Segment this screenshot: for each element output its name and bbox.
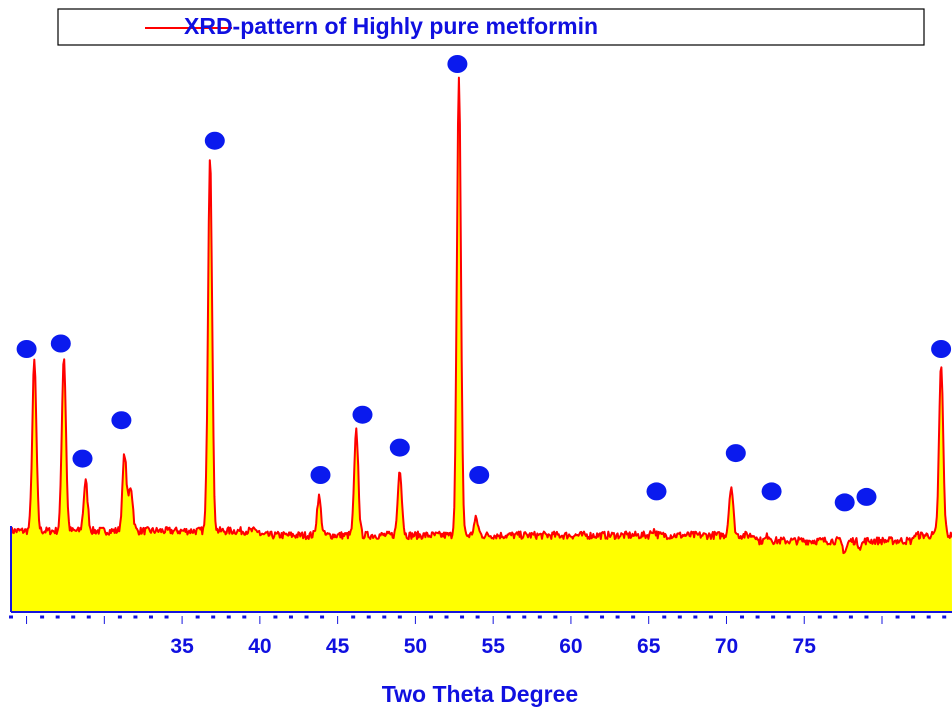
- peak-marker: [725, 444, 746, 463]
- peak-marker: [856, 487, 877, 506]
- x-axis: 35 40 45 50 55 60 65 70 75: [9, 526, 952, 658]
- x-axis-title: Two Theta Degree: [382, 681, 578, 707]
- plot-area: [10, 55, 952, 613]
- legend: XRD-pattern of Highly pure metformin: [57, 8, 925, 46]
- x-tick-label: 65: [637, 635, 661, 658]
- peak-marker: [389, 438, 410, 457]
- peak-marker: [72, 449, 93, 468]
- x-tick-label: 35: [170, 635, 194, 658]
- peak-marker: [469, 466, 490, 484]
- peak-marker: [310, 466, 331, 484]
- x-tick-label: 50: [404, 635, 427, 658]
- x-tick-label: 75: [793, 635, 817, 658]
- peak-marker: [931, 340, 952, 358]
- peak-marker: [16, 340, 37, 358]
- spectrum-line: [10, 76, 952, 555]
- spectrum-fill: [11, 77, 952, 613]
- x-tick-label: 55: [482, 635, 506, 658]
- peak-marker: [50, 334, 71, 353]
- peak-marker: [761, 482, 782, 501]
- x-tick-label: 60: [559, 635, 582, 658]
- peak-marker: [352, 405, 373, 424]
- peak-marker: [646, 482, 667, 501]
- legend-entry-text: XRD-pattern of Highly pure metformin: [184, 13, 598, 39]
- peak-marker: [447, 55, 468, 73]
- peak-marker: [834, 493, 855, 512]
- x-tick-label: 70: [715, 635, 738, 658]
- x-tick-label: 45: [326, 635, 350, 658]
- x-tick-label: 40: [248, 635, 271, 658]
- peak-marker: [204, 131, 225, 150]
- peak-marker: [111, 411, 132, 430]
